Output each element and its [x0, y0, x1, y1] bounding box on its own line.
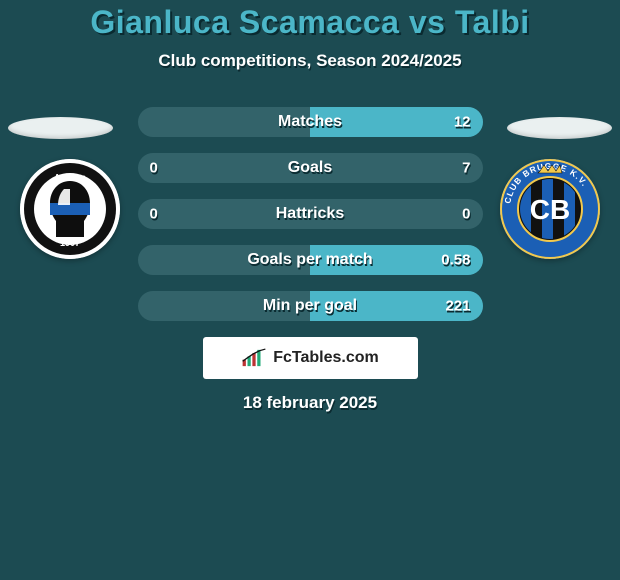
stat-label: Hattricks: [276, 205, 344, 223]
player-halo-right: [507, 117, 612, 139]
stat-value-left: 0: [150, 160, 158, 177]
svg-text:CB: CB: [530, 194, 570, 225]
page-subtitle: Club competitions, Season 2024/2025: [0, 51, 620, 71]
atalanta-icon: Atalanta 1907: [20, 159, 120, 259]
player-halo-left: [8, 117, 113, 139]
badge-text-year: 1907: [60, 238, 80, 248]
stat-value-right: 0: [462, 206, 470, 223]
stat-row-goals: 0 Goals 7: [138, 153, 483, 183]
stat-row-hattricks: 0 Hattricks 0: [138, 199, 483, 229]
stat-value-right: 0.58: [441, 252, 470, 269]
brand-text: FcTables.com: [273, 349, 379, 367]
bar-chart-icon: [241, 347, 267, 369]
brand-badge: FcTables.com: [203, 337, 418, 379]
club-badge-left: Atalanta 1907: [20, 159, 120, 259]
stat-label: Goals: [288, 159, 332, 177]
stat-label: Goals per match: [247, 251, 372, 269]
content-area: Atalanta 1907 CLUB BRUGG: [0, 107, 620, 413]
page-title: Gianluca Scamacca vs Talbi: [0, 4, 620, 41]
stat-value-right: 221: [445, 298, 470, 315]
stat-row-min-per-goal: Min per goal 221: [138, 291, 483, 321]
stats-chart: Matches 12 0 Goals 7 0 Hattricks 0: [138, 107, 483, 321]
stat-row-goals-per-match: Goals per match 0.58: [138, 245, 483, 275]
stat-value-right: 7: [462, 160, 470, 177]
club-badge-right: CLUB BRUGGE K.V. CB: [500, 159, 600, 259]
badge-text-top: Atalanta: [54, 173, 86, 182]
stat-label: Matches: [278, 113, 342, 131]
page: Gianluca Scamacca vs Talbi Club competit…: [0, 0, 620, 580]
stat-row-matches: Matches 12: [138, 107, 483, 137]
stat-label: Min per goal: [263, 297, 357, 315]
stat-value-right: 12: [454, 114, 471, 131]
club-brugge-icon: CLUB BRUGGE K.V. CB: [500, 159, 600, 259]
date-text: 18 february 2025: [0, 393, 620, 413]
stat-value-left: 0: [150, 206, 158, 223]
